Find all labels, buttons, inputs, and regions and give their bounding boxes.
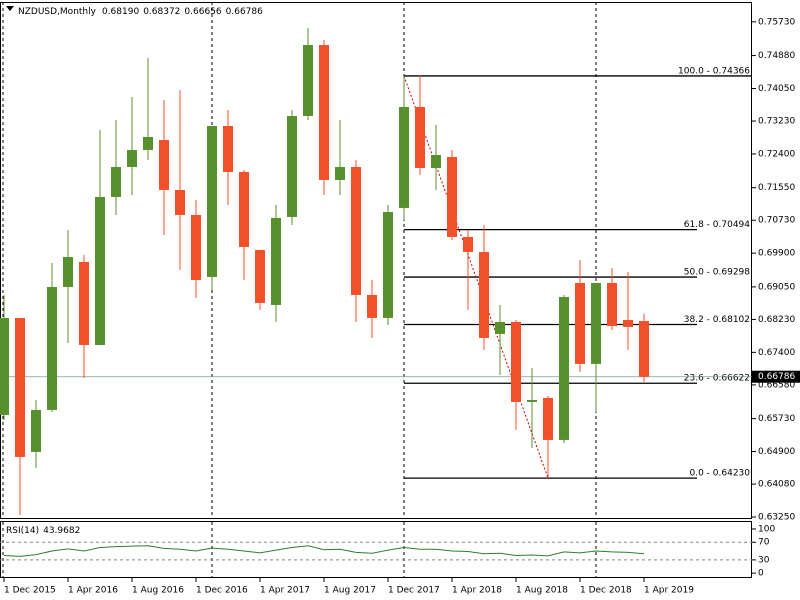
candle-body [95, 196, 105, 345]
fib-label: 61.8 - 0.70494 [684, 220, 750, 230]
x-tick-label: 1 Aug 2016 [132, 586, 184, 596]
candle-body [543, 397, 553, 440]
candle-body [335, 166, 345, 180]
candle-body [591, 282, 601, 364]
x-tick-label: 1 Dec 2016 [196, 586, 248, 596]
y-tick-label: 0.64080 [758, 480, 795, 490]
candle-body [607, 282, 617, 326]
candle-body [575, 282, 585, 364]
candle-body [431, 154, 441, 168]
rsi-tick-label: 0 [758, 569, 764, 579]
fib-label: 23.6 - 0.66622 [684, 374, 750, 384]
candle-body [639, 321, 649, 377]
price-box [752, 370, 800, 383]
y-tick-label: 0.74050 [758, 84, 795, 94]
candle-body [463, 236, 473, 252]
candle-body [15, 317, 25, 457]
candle-body [223, 125, 233, 172]
x-tick-label: 1 Apr 2016 [68, 586, 118, 596]
candle-body [399, 106, 409, 208]
candle-body [303, 45, 313, 116]
candle-body [495, 321, 505, 334]
candle-body [367, 294, 377, 318]
candle-body [47, 286, 57, 410]
fib-label: 50.0 - 0.69298 [684, 268, 750, 278]
rsi-panel [0, 521, 752, 578]
candle-body [383, 211, 393, 318]
candle-body [447, 156, 457, 237]
candle-body [111, 166, 121, 197]
y-tick-label: 0.64900 [758, 447, 795, 457]
rsi-name: RSI(14) [6, 526, 39, 536]
y-tick-label: 0.75730 [758, 17, 795, 27]
y-tick-label: 0.71550 [758, 183, 795, 193]
candle-body [623, 319, 633, 327]
rsi-tick-label: 30 [758, 555, 770, 565]
x-tick-label: 1 Dec 2015 [4, 586, 56, 596]
x-tick-label: 1 Aug 2017 [324, 586, 376, 596]
rsi-tick-label: 70 [758, 538, 770, 548]
candle-body [319, 45, 329, 180]
candle-body [511, 321, 521, 402]
high-text: 0.68372 [143, 7, 180, 17]
price-box-label: 0.66786 [758, 372, 795, 382]
candle-body [191, 214, 201, 280]
candle-body [207, 125, 217, 277]
x-tick-label: 1 Apr 2019 [644, 586, 694, 596]
rsi-line [3, 545, 645, 557]
fib-trend [403, 75, 549, 479]
x-tick-label: 1 Aug 2018 [516, 586, 568, 596]
symbol: NZDUSD,Monthly [18, 7, 97, 17]
y-tick-label: 0.65730 [758, 414, 795, 424]
low-text: 0.66656 [184, 7, 221, 17]
rsi-tick-label: 100 [758, 524, 775, 534]
y-tick-label: 0.69050 [758, 282, 795, 292]
candle-body [271, 217, 281, 305]
candle-body [559, 296, 569, 440]
rsi-value: 43.9682 [43, 526, 80, 536]
chart-title: NZDUSD,Monthly 0.68190 0.68372 0.66656 0.667… [18, 7, 263, 17]
candle-body [63, 256, 73, 287]
fib-label: 0.0 - 0.64230 [690, 469, 751, 479]
candle-body [479, 251, 489, 338]
x-tick-label: 1 Dec 2017 [388, 586, 440, 596]
y-tick-label: 0.63250 [758, 513, 795, 523]
candle-body [143, 136, 153, 150]
open-text: 0.68190 [102, 7, 139, 17]
fib-label: 38.2 - 0.68102 [684, 315, 750, 325]
y-tick-label: 0.68230 [758, 315, 795, 325]
candle-body [527, 399, 537, 402]
candle-body [351, 166, 361, 295]
candle-body [255, 249, 265, 303]
candle-body [31, 409, 41, 452]
y-tick-label: 0.69900 [758, 249, 795, 259]
x-tick-label: 1 Dec 2018 [580, 586, 632, 596]
candle-body [159, 139, 169, 190]
candle-body [175, 189, 185, 215]
candle-body [79, 261, 89, 345]
y-tick-label: 0.72400 [758, 149, 795, 159]
candle-body [127, 149, 137, 167]
rsi-title: RSI(14) 43.9682 [6, 526, 80, 536]
y-tick-label: 0.74880 [758, 51, 795, 61]
candle-body [415, 106, 425, 168]
y-tick-label: 0.73230 [758, 117, 795, 127]
close-text: 0.66786 [226, 7, 263, 17]
y-tick-label: 0.66580 [758, 380, 795, 390]
candle-body [0, 317, 9, 415]
x-tick-label: 1 Apr 2017 [260, 586, 310, 596]
candle-body [239, 171, 249, 247]
main-panel [0, 2, 752, 519]
header-icon [6, 6, 14, 11]
y-tick-label: 0.67400 [758, 348, 795, 358]
candle-body [287, 115, 297, 217]
x-tick-label: 1 Apr 2018 [452, 586, 502, 596]
fib-label: 100.0 - 0.74366 [678, 66, 750, 76]
y-tick-label: 0.70730 [758, 216, 795, 226]
